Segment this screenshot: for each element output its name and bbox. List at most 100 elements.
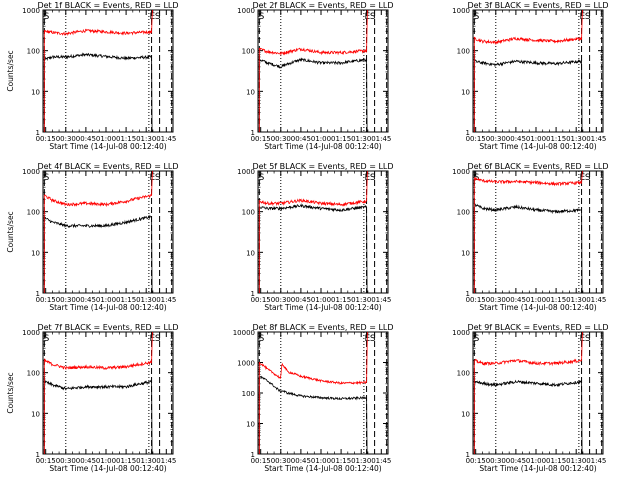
y-tick-label: 100 — [457, 370, 470, 378]
y-tick-label: 1000 — [452, 168, 470, 176]
x-tick-label: 01:45 — [371, 135, 391, 143]
series-events-line — [43, 379, 153, 455]
series-events-line — [258, 203, 368, 294]
y-tick-label: 100 — [242, 390, 255, 398]
y-tick-label: 10000 — [233, 329, 255, 337]
y-tick-label: 10 — [461, 88, 470, 96]
marker-end-s: S — [585, 12, 591, 22]
marker-end-s: S — [370, 173, 376, 183]
x-tick-label: 01:45 — [586, 135, 606, 143]
x-tick-label: 01:15 — [331, 135, 351, 143]
y-tick-label: 1000 — [22, 168, 40, 176]
x-tick-label: 01:15 — [331, 457, 351, 465]
marker-start: S — [44, 12, 50, 22]
x-tick-label: 00:45 — [291, 296, 311, 304]
series-lld-line — [473, 331, 583, 454]
marker-end-s: S — [585, 334, 591, 344]
y-tick-label: 100 — [242, 209, 255, 217]
y-tick-label: 100 — [27, 370, 40, 378]
series-events-line — [258, 57, 368, 133]
x-tick-label: 01:30 — [351, 457, 371, 465]
panel-det-7: Det 7f BLACK = Events, RED = LLD 1 10 100 10… — [6, 323, 179, 473]
x-tick-label: 00:15 — [36, 457, 56, 465]
y-tick-label: 1 — [36, 129, 40, 137]
x-tick-label: 01:30 — [136, 457, 156, 465]
marker-end-s: S — [155, 334, 161, 344]
panel-title: Det 5f BLACK = Events, RED = LLD — [252, 162, 393, 171]
series-events-line — [258, 375, 368, 455]
marker-end-s: S — [155, 12, 161, 22]
x-tick-label: 01:30 — [136, 135, 156, 143]
x-tick-label: 00:30 — [486, 135, 506, 143]
y-axis-label: Counts/sec — [6, 372, 15, 413]
x-tick-label: 00:15 — [466, 135, 486, 143]
x-tick-label: 00:45 — [291, 135, 311, 143]
x-tick-label: 01:00 — [96, 135, 116, 143]
x-tick-label: 00:15 — [36, 296, 56, 304]
marker-start: S — [259, 334, 265, 344]
x-tick-label: 01:45 — [371, 457, 391, 465]
plot-frame — [257, 9, 389, 133]
x-tick-label: 00:45 — [506, 296, 526, 304]
panel-det-6: Det 6f BLACK = Events, RED = LLD 1 10 100 10… — [452, 162, 608, 312]
panel-det-8: Det 8f BLACK = Events, RED = LLD 1 10 100 10… — [233, 323, 394, 473]
y-tick-label: 100 — [242, 48, 255, 56]
x-tick-label: 00:15 — [251, 457, 271, 465]
x-tick-label: 01:15 — [546, 135, 566, 143]
y-tick-label: 10 — [31, 249, 40, 257]
y-tick-label: 100 — [457, 209, 470, 217]
panel-det-4: Det 4f BLACK = Events, RED = LLD 1 10 100 10… — [6, 162, 179, 312]
series-lld-line — [258, 170, 368, 293]
series-events-line — [43, 52, 153, 133]
series-lld-line — [43, 9, 153, 132]
x-tick-label: 00:30 — [486, 457, 506, 465]
x-axis-label: Start Time (14-Jul-08 00:12:40) — [49, 464, 166, 473]
y-tick-label: 1 — [251, 451, 255, 459]
panel-title: Det 7f BLACK = Events, RED = LLD — [37, 323, 178, 332]
x-tick-label: 01:00 — [96, 457, 116, 465]
x-tick-label: 01:00 — [526, 135, 546, 143]
x-tick-label: 00:15 — [466, 296, 486, 304]
panel-title: Det 9f BLACK = Events, RED = LLD — [467, 323, 608, 332]
y-tick-label: 1 — [36, 290, 40, 298]
series-lld-line — [258, 9, 368, 132]
series-lld-line — [43, 170, 153, 293]
panel-det-2: Det 2f BLACK = Events, RED = LLD 1 10 100 10… — [237, 1, 393, 151]
x-tick-label: 01:30 — [136, 296, 156, 304]
marker-start: S — [474, 173, 480, 183]
x-tick-label: 00:15 — [251, 135, 271, 143]
x-tick-label: 00:30 — [271, 296, 291, 304]
y-tick-label: 10 — [461, 410, 470, 418]
panel-det-1: Det 1f BLACK = Events, RED = LLD 1 10 100 10… — [6, 1, 179, 151]
y-tick-label: 1 — [466, 129, 470, 137]
x-axis-label: Start Time (14-Jul-08 00:12:40) — [479, 464, 596, 473]
x-tick-label: 01:30 — [566, 135, 586, 143]
x-tick-label: 01:15 — [331, 296, 351, 304]
plot-frame — [472, 9, 604, 133]
panel-det-5: Det 5f BLACK = Events, RED = LLD 1 10 100 10… — [237, 162, 393, 312]
x-tick-label: 01:00 — [526, 457, 546, 465]
marker-end-s: S — [585, 173, 591, 183]
y-tick-label: 1000 — [237, 168, 255, 176]
x-tick-label: 00:30 — [486, 296, 506, 304]
x-tick-label: 00:45 — [76, 457, 96, 465]
x-axis-label: Start Time (14-Jul-08 00:12:40) — [264, 303, 381, 312]
plot-frame — [257, 331, 389, 455]
marker-end-s: S — [370, 12, 376, 22]
y-tick-label: 100 — [27, 209, 40, 217]
x-tick-label: 01:15 — [116, 135, 136, 143]
x-tick-label: 01:15 — [546, 457, 566, 465]
y-tick-label: 10 — [31, 410, 40, 418]
plot-frame — [42, 9, 174, 133]
y-tick-label: 10 — [31, 88, 40, 96]
marker-start: S — [474, 334, 480, 344]
x-tick-label: 00:45 — [506, 457, 526, 465]
x-tick-label: 00:15 — [251, 296, 271, 304]
x-axis-label: Start Time (14-Jul-08 00:12:40) — [49, 303, 166, 312]
panel-title: Det 8f BLACK = Events, RED = LLD — [252, 323, 393, 332]
panel-det-9: Det 9f BLACK = Events, RED = LLD 1 10 100 10… — [452, 323, 608, 473]
x-tick-label: 01:45 — [156, 135, 176, 143]
x-tick-label: 00:15 — [36, 135, 56, 143]
y-tick-label: 1000 — [22, 7, 40, 15]
